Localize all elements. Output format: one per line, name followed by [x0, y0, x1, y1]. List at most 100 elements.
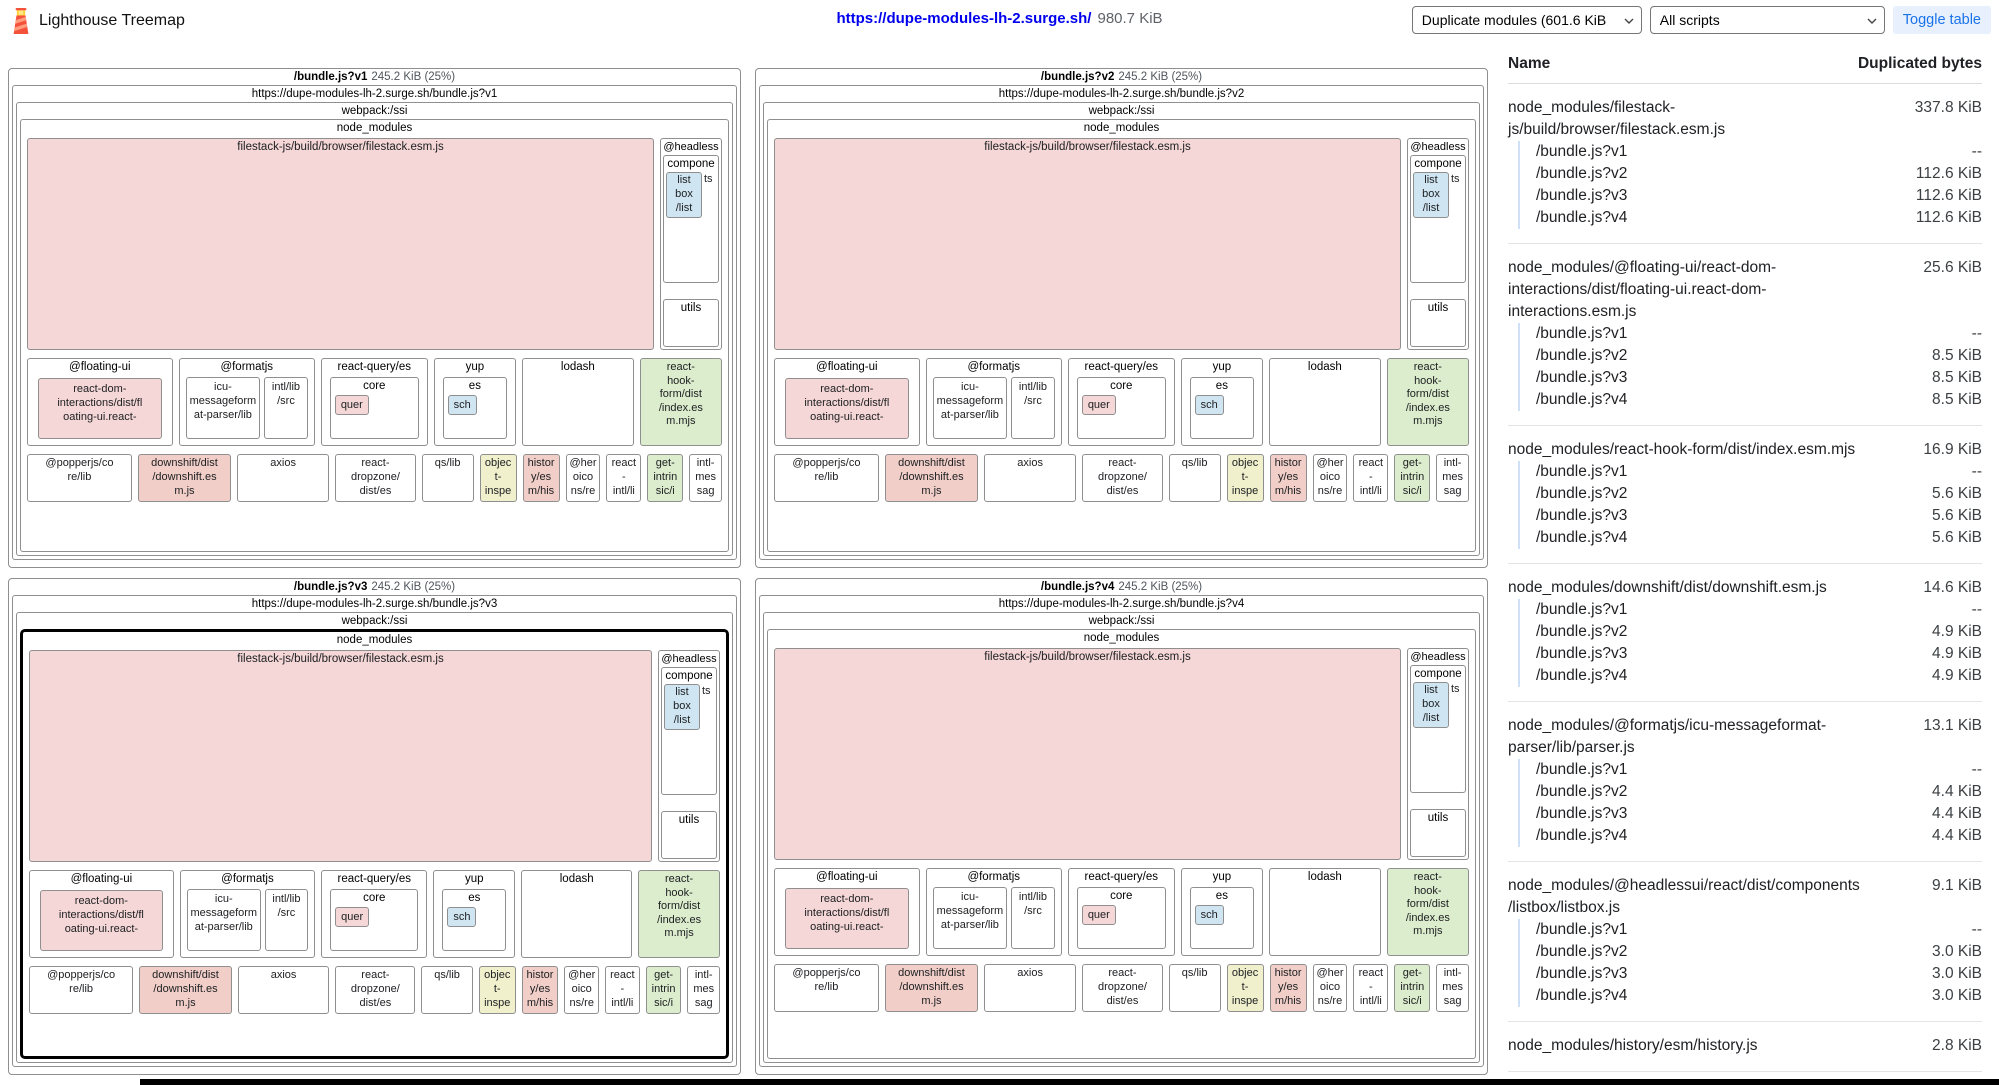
treemap-node-react-dom-interactions[interactable]: react-dom- interactions/dist/fl oating-u…	[785, 888, 909, 949]
treemap-node-yup[interactable]: yup es sch	[1180, 358, 1264, 446]
treemap-node[interactable]: histor y/es m/his	[521, 966, 559, 1014]
treemap-node[interactable]: axios	[984, 964, 1077, 1012]
treemap-node[interactable]: qs/lib	[1168, 454, 1221, 502]
treemap-node-intl-lib[interactable]: intl/lib /src	[264, 377, 308, 439]
treemap-webpack-node[interactable]: webpack:/ssi node_modules filestack-js/b…	[16, 102, 733, 556]
treemap-node-lodash[interactable]: lodash	[522, 358, 634, 446]
treemap-node-filestack[interactable]: filestack-js/build/browser/filestack.esm…	[27, 138, 654, 350]
treemap-node[interactable]: intl- mes sag	[1436, 454, 1469, 502]
treemap-node-listbox[interactable]: list box /list	[1413, 172, 1449, 218]
treemap-node-react-query[interactable]: react-query/es core quer	[1067, 358, 1175, 446]
treemap-node[interactable]: react- dropzone/ dist/es	[335, 454, 416, 502]
treemap-node-floating-ui[interactable]: @floating-ui react-dom- interactions/dis…	[29, 870, 174, 958]
treemap-node-es[interactable]: es sch	[1189, 377, 1255, 439]
treemap-node[interactable]: qs/lib	[421, 454, 474, 502]
treemap-node[interactable]: @her oico ns/re	[564, 966, 600, 1014]
treemap-node[interactable]: downshift/dist /downshift.es m.js	[137, 454, 232, 502]
treemap-node-react-hook-form[interactable]: react- hook- form/dist /index.es m.mjs	[1386, 868, 1469, 956]
treemap-node-floating-ui[interactable]: @floating-ui react-dom- interactions/dis…	[774, 868, 920, 956]
treemap-node-filestack[interactable]: filestack-js/build/browser/filestack.esm…	[774, 648, 1401, 860]
treemap-node-schema[interactable]: sch	[447, 395, 477, 415]
bundle-treemap[interactable]: /bundle.js?v1 245.2 KiB (25%) https://dup…	[8, 68, 741, 568]
treemap-node[interactable]: qs/lib	[1168, 964, 1221, 1012]
treemap-node-lodash[interactable]: lodash	[1269, 358, 1381, 446]
treemap-script-node[interactable]: https://dupe-modules-lh-2.surge.sh/bundl…	[759, 595, 1484, 1067]
treemap-node-react-dom-interactions[interactable]: react-dom- interactions/dist/fl oating-u…	[40, 890, 163, 951]
treemap-node[interactable]: get- intrin sic/i	[1394, 454, 1431, 502]
treemap-node-intl-lib[interactable]: intl/lib /src	[1011, 887, 1055, 949]
treemap-node[interactable]: histor y/es m/his	[1269, 964, 1307, 1012]
treemap-node-formatjs[interactable]: @formatjs icu- messageform at-parser/lib…	[179, 870, 316, 958]
treemap-node[interactable]: react - intl/li	[605, 966, 640, 1014]
treemap-node[interactable]: @her oico ns/re	[565, 454, 601, 502]
treemap-node-react-dom-interactions[interactable]: react-dom- interactions/dist/fl oating-u…	[785, 378, 909, 439]
treemap-node-react-hook-form[interactable]: react- hook- form/dist /index.es m.mjs	[639, 358, 722, 446]
treemap-node[interactable]: react- dropzone/ dist/es	[1082, 964, 1163, 1012]
treemap-node[interactable]: histor y/es m/his	[522, 454, 560, 502]
treemap-node-es[interactable]: es sch	[442, 377, 508, 439]
treemap-node[interactable]: qs/lib	[421, 966, 473, 1014]
treemap-node-modules[interactable]: node_modules filestack-js/build/browser/…	[20, 119, 729, 552]
treemap-node[interactable]: @popperjs/co re/lib	[774, 964, 879, 1012]
treemap-node-react-hook-form[interactable]: react- hook- form/dist /index.es m.mjs	[638, 870, 720, 958]
treemap-node-listbox[interactable]: list box /list	[666, 172, 702, 218]
treemap-node-core[interactable]: core quer	[1076, 377, 1166, 439]
treemap-node-formatjs[interactable]: @formatjs icu- messageform at-parser/lib…	[925, 868, 1062, 956]
bundle-treemap[interactable]: /bundle.js?v2 245.2 KiB (25%) https://dup…	[755, 68, 1488, 568]
treemap-node-schema[interactable]: sch	[447, 907, 477, 927]
treemap-node-components[interactable]: compone list box /list ts	[1410, 665, 1466, 793]
treemap-node-react-query[interactable]: react-query/es core quer	[320, 358, 428, 446]
treemap-node[interactable]: axios	[237, 454, 330, 502]
treemap-node-floating-ui[interactable]: @floating-ui react-dom- interactions/dis…	[27, 358, 173, 446]
treemap-node-intl-lib[interactable]: intl/lib /src	[264, 889, 309, 951]
treemap-node-modules[interactable]: node_modules filestack-js/build/browser/…	[767, 119, 1476, 552]
treemap-node[interactable]: downshift/dist /downshift.es m.js	[139, 966, 232, 1014]
treemap-node-formatjs[interactable]: @formatjs icu- messageform at-parser/lib…	[925, 358, 1062, 446]
treemap-node-icu-messageformat[interactable]: icu- messageform at-parser/lib	[186, 889, 261, 951]
treemap-node-react-hook-form[interactable]: react- hook- form/dist /index.es m.mjs	[1386, 358, 1469, 446]
treemap-node-modules[interactable]: node_modules filestack-js/build/browser/…	[767, 629, 1476, 1059]
treemap-node-schema[interactable]: sch	[1194, 905, 1224, 925]
treemap-node-utils[interactable]: utils	[1410, 299, 1466, 347]
bundle-treemap[interactable]: /bundle.js?v4 245.2 KiB (25%) https://dup…	[755, 578, 1488, 1075]
treemap-node-yup[interactable]: yup es sch	[1180, 868, 1264, 956]
treemap-node-headlessui[interactable]: @headless compone list box /list ts	[658, 650, 720, 862]
treemap-node-utils[interactable]: utils	[661, 811, 717, 859]
treemap-node-react-query[interactable]: react-query/es core quer	[321, 870, 428, 958]
treemap-node[interactable]: @popperjs/co re/lib	[774, 454, 879, 502]
treemap-node[interactable]: get- intrin sic/i	[647, 454, 684, 502]
treemap-node-headlessui[interactable]: @headless compone list box /list ts	[660, 138, 722, 350]
treemap-node-icu-messageformat[interactable]: icu- messageform at-parser/lib	[932, 377, 1008, 439]
treemap-node-headlessui[interactable]: @headless compone list box /list ts	[1407, 648, 1469, 860]
treemap-node-lodash[interactable]: lodash	[521, 870, 633, 958]
treemap-script-node[interactable]: https://dupe-modules-lh-2.surge.sh/bundl…	[12, 595, 737, 1067]
treemap-node-yup[interactable]: yup es sch	[433, 870, 516, 958]
treemap-node-utils[interactable]: utils	[663, 299, 719, 347]
treemap-node-listbox[interactable]: list box /list	[1413, 682, 1449, 728]
treemap-node-floating-ui[interactable]: @floating-ui react-dom- interactions/dis…	[774, 358, 920, 446]
treemap-node[interactable]: get- intrin sic/i	[645, 966, 682, 1014]
treemap-node[interactable]: react - intl/li	[1353, 454, 1389, 502]
treemap-node-schema[interactable]: sch	[1194, 395, 1224, 415]
treemap-node[interactable]: react- dropzone/ dist/es	[1082, 454, 1163, 502]
treemap-node[interactable]: @popperjs/co re/lib	[29, 966, 134, 1014]
treemap-node-utils[interactable]: utils	[1410, 809, 1466, 857]
treemap-node-query[interactable]: quer	[335, 907, 370, 927]
site-url-link[interactable]: https://dupe-modules-lh-2.surge.sh/	[836, 10, 1092, 27]
treemap-node-yup[interactable]: yup es sch	[433, 358, 517, 446]
treemap-node[interactable]: @her oico ns/re	[1312, 964, 1348, 1012]
view-mode-select[interactable]: Duplicate modules (601.6 KiB	[1411, 6, 1642, 34]
treemap-node-intl-lib[interactable]: intl/lib /src	[1011, 377, 1055, 439]
treemap-node[interactable]: @her oico ns/re	[1312, 454, 1348, 502]
treemap-node[interactable]: downshift/dist /downshift.es m.js	[884, 454, 979, 502]
treemap-node[interactable]: objec t- inspe	[1226, 964, 1264, 1012]
treemap-node-react-dom-interactions[interactable]: react-dom- interactions/dist/fl oating-u…	[38, 378, 162, 439]
treemap-node[interactable]: react - intl/li	[1353, 964, 1389, 1012]
treemap-node[interactable]: objec t- inspe	[1226, 454, 1264, 502]
treemap-node[interactable]: get- intrin sic/i	[1394, 964, 1431, 1012]
treemap-node-core[interactable]: core quer	[330, 889, 419, 951]
treemap-node[interactable]: react - intl/li	[606, 454, 642, 502]
treemap-node[interactable]: objec t- inspe	[478, 966, 516, 1014]
treemap-node[interactable]: histor y/es m/his	[1269, 454, 1307, 502]
treemap-node-query[interactable]: quer	[1081, 905, 1116, 925]
